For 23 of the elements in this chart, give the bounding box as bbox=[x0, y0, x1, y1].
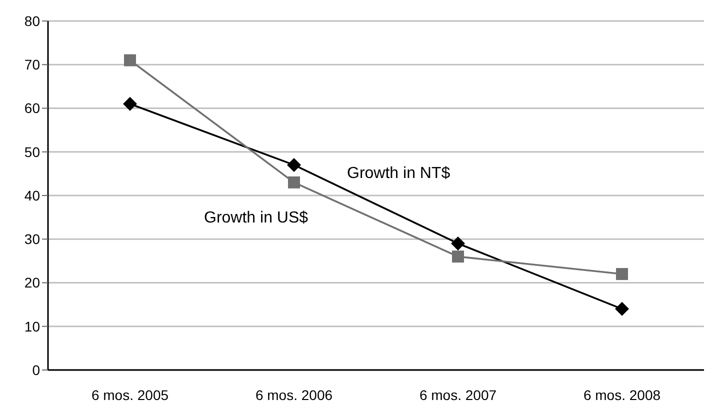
y-tick-label: 10 bbox=[24, 318, 40, 334]
x-tick-label: 6 mos. 2005 bbox=[91, 386, 169, 403]
y-tick-label: 30 bbox=[24, 231, 40, 248]
x-tick-label: 6 mos. 2006 bbox=[255, 386, 333, 403]
point bbox=[287, 158, 301, 172]
y-tick-label: 70 bbox=[24, 56, 40, 73]
point bbox=[123, 96, 137, 111]
series-label: Growth in NT$ bbox=[347, 164, 450, 182]
point bbox=[616, 268, 628, 280]
point bbox=[124, 54, 136, 66]
point bbox=[288, 176, 300, 188]
y-tick-label: 50 bbox=[24, 144, 40, 160]
series-label: Growth in US$ bbox=[204, 209, 308, 226]
y-tick-label: 80 bbox=[24, 12, 40, 29]
y-tick-label: 20 bbox=[24, 274, 40, 291]
y-tick-label: 0 bbox=[32, 362, 40, 378]
point bbox=[452, 250, 464, 263]
x-tick-label: 6 mos. 2008 bbox=[583, 386, 661, 403]
x-tick-label: 6 mos. 2007 bbox=[419, 386, 497, 403]
point bbox=[451, 236, 465, 250]
point bbox=[615, 302, 629, 316]
y-tick-label: 60 bbox=[24, 100, 40, 116]
y-tick-label: 40 bbox=[24, 187, 40, 204]
